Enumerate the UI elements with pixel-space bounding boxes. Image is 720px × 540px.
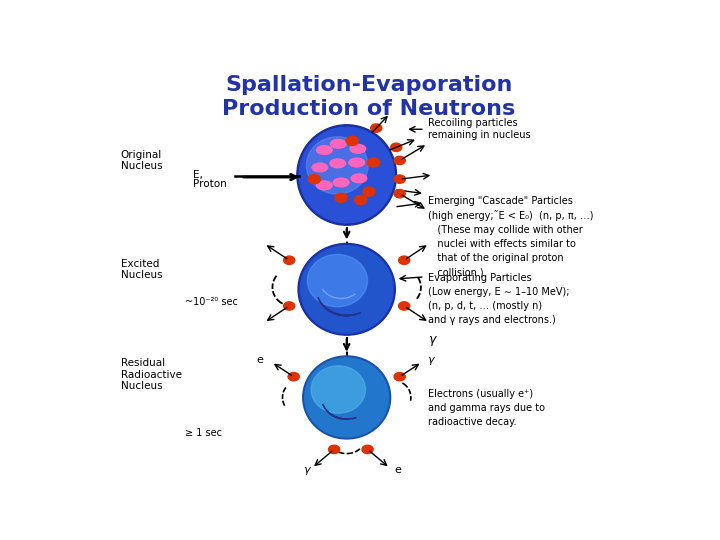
Text: Electrons (usually e⁺)
and gamma rays due to
radioactive decay.: Electrons (usually e⁺) and gamma rays du… xyxy=(428,389,544,427)
Ellipse shape xyxy=(317,146,332,154)
Ellipse shape xyxy=(307,254,367,307)
Ellipse shape xyxy=(394,190,405,198)
Ellipse shape xyxy=(394,156,405,165)
Ellipse shape xyxy=(351,174,366,183)
Text: Excited
Nucleus: Excited Nucleus xyxy=(121,259,162,280)
Ellipse shape xyxy=(328,446,340,454)
Text: Original
Nucleus: Original Nucleus xyxy=(121,150,162,171)
Text: ≥ 1 sec: ≥ 1 sec xyxy=(185,428,222,438)
Ellipse shape xyxy=(317,181,332,190)
Ellipse shape xyxy=(298,244,395,335)
Ellipse shape xyxy=(307,137,368,194)
Text: Spallation-Evaporation
Production of Neutrons: Spallation-Evaporation Production of Neu… xyxy=(222,75,516,119)
Ellipse shape xyxy=(399,302,410,310)
Ellipse shape xyxy=(308,174,320,184)
Ellipse shape xyxy=(394,373,405,381)
Text: Proton: Proton xyxy=(193,179,227,189)
Text: γ: γ xyxy=(427,355,433,365)
Ellipse shape xyxy=(300,127,394,223)
Ellipse shape xyxy=(394,175,405,183)
Ellipse shape xyxy=(288,373,300,381)
Ellipse shape xyxy=(371,124,382,132)
Ellipse shape xyxy=(367,158,379,167)
Text: E,: E, xyxy=(193,170,203,180)
Text: Emerging "Cascade" Particles
(high energy;˜E < E₀)  (n, p, π, …)
   (These may c: Emerging "Cascade" Particles (high energ… xyxy=(428,196,593,277)
Ellipse shape xyxy=(349,158,364,167)
Ellipse shape xyxy=(330,139,346,148)
Ellipse shape xyxy=(297,125,397,225)
Ellipse shape xyxy=(312,163,328,172)
Ellipse shape xyxy=(311,366,366,413)
Text: Residual
Radioactive
Nucleus: Residual Radioactive Nucleus xyxy=(121,358,181,391)
Text: γ: γ xyxy=(428,333,436,346)
Ellipse shape xyxy=(335,193,347,202)
Ellipse shape xyxy=(350,144,366,153)
Text: Recoiling particles
remaining in nucleus: Recoiling particles remaining in nucleus xyxy=(428,118,530,140)
Ellipse shape xyxy=(330,159,346,168)
Ellipse shape xyxy=(399,256,410,265)
Ellipse shape xyxy=(302,356,391,439)
Text: Evaporating Particles
(Low energy, E ∼ 1–10 MeV);
(n, p, d, t, … (mostly n)
and : Evaporating Particles (Low energy, E ∼ 1… xyxy=(428,273,569,325)
Text: e: e xyxy=(257,355,264,365)
Ellipse shape xyxy=(346,136,359,145)
Text: ~10⁻²⁰ sec: ~10⁻²⁰ sec xyxy=(185,297,238,307)
Ellipse shape xyxy=(354,195,366,205)
Ellipse shape xyxy=(362,446,373,454)
Text: γ: γ xyxy=(303,465,310,475)
Ellipse shape xyxy=(391,143,402,152)
Text: e: e xyxy=(395,465,402,475)
Ellipse shape xyxy=(300,246,393,333)
Ellipse shape xyxy=(305,358,389,437)
Ellipse shape xyxy=(333,178,349,187)
Ellipse shape xyxy=(284,302,294,310)
Ellipse shape xyxy=(363,187,375,196)
Ellipse shape xyxy=(284,256,294,265)
